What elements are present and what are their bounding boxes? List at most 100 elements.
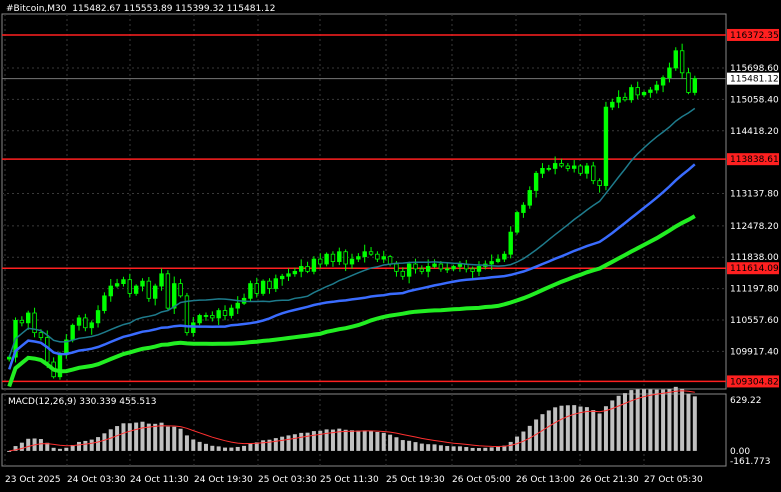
candle-body bbox=[248, 283, 253, 299]
macd-histogram-bar bbox=[419, 443, 424, 451]
macd-histogram-bar bbox=[426, 444, 431, 451]
macd-histogram-bar bbox=[356, 430, 361, 451]
price-level-label: 116372.35 bbox=[730, 31, 779, 41]
price-axis-label: 111838.00 bbox=[730, 253, 779, 263]
macd-histogram-bar bbox=[292, 434, 297, 451]
price-axis-label: 111197.80 bbox=[730, 285, 779, 295]
candle-body bbox=[445, 268, 450, 271]
macd-histogram-bar bbox=[70, 444, 75, 451]
macd-histogram-bar bbox=[172, 426, 177, 451]
macd-histogram-bar bbox=[267, 439, 272, 451]
current-price-label: 115481.12 bbox=[730, 75, 779, 85]
macd-histogram-bar bbox=[273, 438, 278, 451]
candle-body bbox=[127, 279, 132, 294]
macd-histogram-bar bbox=[451, 446, 456, 451]
macd-histogram-bar bbox=[26, 438, 31, 451]
macd-histogram-bar bbox=[400, 440, 405, 451]
macd-histogram-bar bbox=[572, 405, 577, 451]
candle-body bbox=[648, 89, 653, 93]
macd-histogram-bar bbox=[203, 443, 208, 451]
macd-histogram-bar bbox=[324, 429, 329, 451]
candle-body bbox=[622, 96, 628, 101]
candle-body bbox=[489, 261, 494, 265]
time-axis-label: 26 Oct 05:00 bbox=[452, 475, 511, 485]
candle-body bbox=[260, 280, 266, 294]
candle-body bbox=[692, 78, 698, 93]
price-axis-label: 115058.40 bbox=[730, 95, 779, 105]
time-axis-label: 24 Oct 03:30 bbox=[67, 475, 126, 485]
candle-body bbox=[425, 266, 431, 272]
macd-histogram-bar bbox=[502, 445, 507, 451]
macd-histogram-bar bbox=[629, 390, 634, 451]
macd-histogram-bar bbox=[197, 441, 202, 451]
macd-histogram-bar bbox=[369, 430, 374, 451]
macd-histogram-bar bbox=[642, 389, 647, 451]
candle-body bbox=[286, 273, 291, 277]
candle-body bbox=[546, 168, 552, 170]
macd-histogram-bar bbox=[350, 430, 354, 451]
macd-histogram-bar bbox=[464, 447, 469, 451]
candle-body bbox=[368, 251, 374, 255]
candle-body bbox=[394, 263, 399, 272]
candle-body bbox=[108, 285, 113, 297]
time-axis-label: 23 Oct 2025 bbox=[5, 475, 61, 485]
macd-histogram-bar bbox=[381, 432, 386, 451]
macd-histogram-bar bbox=[673, 386, 678, 451]
price-level-tag bbox=[727, 375, 779, 388]
macd-histogram-bar bbox=[115, 426, 120, 451]
moving-average-fast-line bbox=[8, 107, 696, 358]
candle-body bbox=[6, 356, 12, 360]
macd-histogram-bar bbox=[610, 400, 615, 451]
macd-histogram-bar bbox=[184, 435, 189, 451]
macd-histogram-bar bbox=[216, 446, 221, 451]
macd-histogram-bar bbox=[622, 393, 627, 451]
macd-histogram-bar bbox=[597, 413, 602, 451]
candle-body bbox=[76, 317, 82, 326]
time-axis-label: 24 Oct 19:30 bbox=[194, 475, 253, 485]
candle-body bbox=[330, 253, 336, 262]
macd-histogram-bar bbox=[140, 421, 145, 451]
candle-body bbox=[146, 280, 152, 299]
candle-body bbox=[508, 231, 513, 255]
candle-body bbox=[267, 280, 272, 289]
macd-histogram-bar bbox=[242, 445, 247, 451]
candle-body bbox=[324, 253, 329, 265]
candle-body bbox=[178, 283, 183, 297]
macd-histogram-bar bbox=[210, 445, 215, 451]
macd-scale-label: 629.22 bbox=[730, 396, 762, 406]
macd-histogram-bar bbox=[13, 446, 18, 451]
macd-histogram-bar bbox=[457, 446, 462, 451]
macd-histogram-bar bbox=[343, 429, 348, 451]
macd-histogram-bar bbox=[299, 432, 304, 451]
candle-body bbox=[597, 180, 602, 186]
price-axis-label: 113137.80 bbox=[730, 190, 779, 200]
macd-histogram-bar bbox=[318, 430, 323, 451]
macd-scale-label: -161.773 bbox=[730, 457, 770, 467]
candle-body bbox=[635, 87, 640, 96]
candle-body bbox=[457, 263, 463, 267]
macd-histogram-bar bbox=[483, 447, 488, 451]
candle-body bbox=[406, 263, 412, 277]
candle-body bbox=[540, 168, 545, 174]
symbol-label: #Bitcoin,M30 bbox=[6, 4, 67, 14]
macd-histogram-bar bbox=[286, 435, 291, 451]
macd-histogram-bar bbox=[127, 423, 132, 451]
candle-body bbox=[641, 92, 647, 96]
macd-histogram-bar bbox=[311, 431, 316, 451]
price-axis-label: 114418.20 bbox=[730, 127, 779, 137]
candle-body bbox=[533, 172, 539, 191]
candle-body bbox=[375, 253, 380, 260]
candle-body bbox=[299, 266, 304, 272]
macd-histogram-bar bbox=[330, 429, 335, 451]
candle-body bbox=[432, 263, 437, 267]
candle-body bbox=[451, 266, 456, 270]
candle-body bbox=[184, 295, 190, 334]
candle-body bbox=[667, 67, 672, 79]
candle-body bbox=[216, 310, 221, 319]
candle-body bbox=[305, 266, 310, 272]
macd-histogram-bar bbox=[546, 410, 551, 451]
macd-histogram-bar bbox=[57, 448, 62, 451]
macd-histogram-bar bbox=[565, 405, 570, 451]
